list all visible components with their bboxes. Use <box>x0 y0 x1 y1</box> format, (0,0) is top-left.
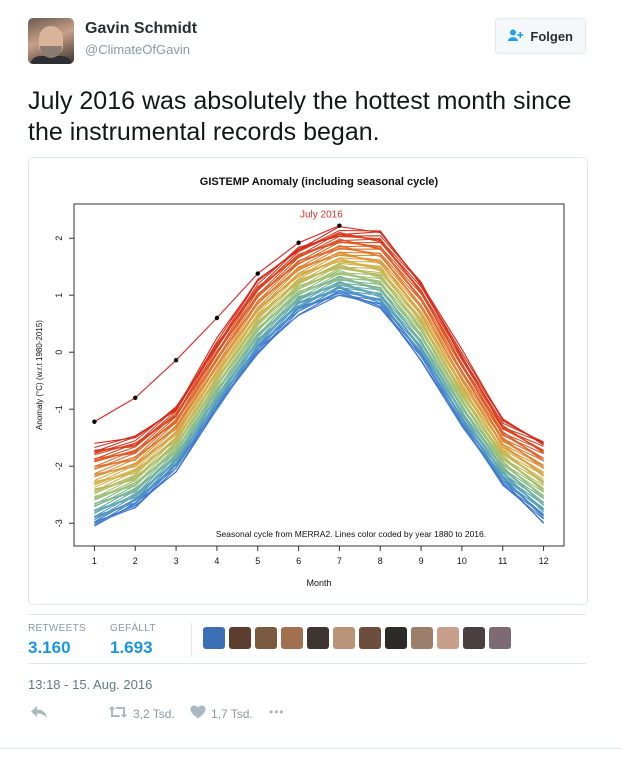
liker-avatar[interactable] <box>203 627 225 649</box>
liker-avatars <box>203 627 511 649</box>
chart-title: GISTEMP Anomaly (including seasonal cycl… <box>200 176 439 188</box>
y-ticks: -3 -2 -1 0 1 2 <box>54 236 74 527</box>
y-tick-label: -2 <box>54 462 64 470</box>
like-count: 1,7 Tsd. <box>211 706 253 721</box>
year-line <box>94 260 544 485</box>
series-2016-point <box>337 223 342 228</box>
y-tick-label: 2 <box>54 236 64 241</box>
anomaly-chart: GISTEMP Anomaly (including seasonal cycl… <box>35 176 565 588</box>
year-lines <box>94 226 544 527</box>
more-button[interactable]: ••• <box>269 705 285 719</box>
x-tick-label: 10 <box>457 556 467 566</box>
liker-avatar[interactable] <box>489 627 511 649</box>
more-icon: ••• <box>269 705 285 719</box>
x-tick-label: 11 <box>498 556 507 566</box>
liker-avatar[interactable] <box>255 627 277 649</box>
y-tick-label: 0 <box>54 350 64 355</box>
y-tick-label: 1 <box>54 293 64 298</box>
reply-icon <box>30 705 48 722</box>
likes-stat[interactable]: GEFÄLLT 1.693 <box>110 623 156 658</box>
retweets-stat[interactable]: RETWEETS 3.160 <box>28 623 86 658</box>
liker-avatar[interactable] <box>437 627 459 649</box>
tweet-media-chart[interactable]: GISTEMP Anomaly (including seasonal cycl… <box>28 157 588 605</box>
bottom-divider <box>0 748 621 749</box>
liker-avatar[interactable] <box>307 627 329 649</box>
likes-count: 1.693 <box>110 638 153 657</box>
heart-icon <box>190 705 206 722</box>
chart-annotation: Seasonal cycle from MERRA2. Lines color … <box>216 529 486 539</box>
year-line <box>94 235 544 456</box>
add-user-icon <box>508 28 524 44</box>
liker-avatar[interactable] <box>281 627 303 649</box>
year-line <box>94 282 544 512</box>
y-tick-label: -3 <box>54 519 64 527</box>
like-button[interactable]: 1,7 Tsd. <box>190 705 253 722</box>
series-2016-point <box>296 240 301 245</box>
author-name[interactable]: Gavin Schmidt <box>85 20 198 37</box>
liker-avatar[interactable] <box>385 627 407 649</box>
reply-button[interactable] <box>30 705 48 722</box>
liker-avatar[interactable] <box>359 627 381 649</box>
retweet-button[interactable]: 3,2 Tsd. <box>108 705 175 722</box>
retweets-label: RETWEETS <box>28 623 86 634</box>
july-2016-label: July 2016 <box>300 210 343 221</box>
x-tick-label: 9 <box>419 556 424 566</box>
x-tick-label: 8 <box>378 556 383 566</box>
liker-avatar[interactable] <box>411 627 433 649</box>
x-tick-label: 2 <box>133 556 138 566</box>
retweet-count: 3,2 Tsd. <box>133 706 175 721</box>
follow-label: Folgen <box>530 28 573 44</box>
x-axis-label: Month <box>306 578 331 588</box>
avatar[interactable] <box>28 18 74 64</box>
series-2016-point <box>214 315 220 321</box>
year-line <box>94 226 544 444</box>
x-ticks: 1 2 3 4 5 6 7 8 9 10 11 12 <box>92 546 549 566</box>
liker-avatar[interactable] <box>463 627 485 649</box>
tweet-header: Gavin Schmidt @ClimateOfGavin Folgen <box>28 18 594 70</box>
y-axis-label: Anomaly (°C) (w.r.t 1980-2015) <box>35 320 44 430</box>
series-2016 <box>92 223 342 424</box>
y-tick-label: -1 <box>54 405 64 413</box>
tweet-text: July 2016 was absolutely the hottest mon… <box>28 87 572 146</box>
tweet-actions: 3,2 Tsd. 1,7 Tsd. ••• <box>28 705 586 729</box>
author-handle[interactable]: @ClimateOfGavin <box>85 42 190 57</box>
likes-label: GEFÄLLT <box>110 623 156 634</box>
year-line <box>94 290 544 523</box>
tweet-stats: RETWEETS 3.160 GEFÄLLT 1.693 <box>28 614 586 664</box>
plot-frame <box>73 203 565 547</box>
year-line <box>94 291 544 523</box>
series-2016-point <box>133 395 138 400</box>
x-tick-label: 5 <box>255 556 260 566</box>
timestamp[interactable]: 13:18 - 15. Aug. 2016 <box>28 677 153 692</box>
x-tick-label: 3 <box>174 556 179 566</box>
follow-button[interactable]: Folgen <box>495 18 586 54</box>
retweets-count: 3.160 <box>28 638 71 657</box>
stats-divider <box>191 623 192 657</box>
liker-avatar[interactable] <box>333 627 355 649</box>
x-tick-label: 1 <box>92 556 97 566</box>
x-tick-label: 12 <box>539 556 549 566</box>
series-2016-point <box>173 357 179 363</box>
series-2016-point <box>255 271 260 276</box>
series-2016-point <box>92 419 97 424</box>
year-line <box>94 266 544 492</box>
x-tick-label: 7 <box>337 556 342 566</box>
x-tick-label: 6 <box>296 556 301 566</box>
retweet-icon <box>108 705 128 722</box>
liker-avatar[interactable] <box>229 627 251 649</box>
x-tick-label: 4 <box>214 556 219 566</box>
